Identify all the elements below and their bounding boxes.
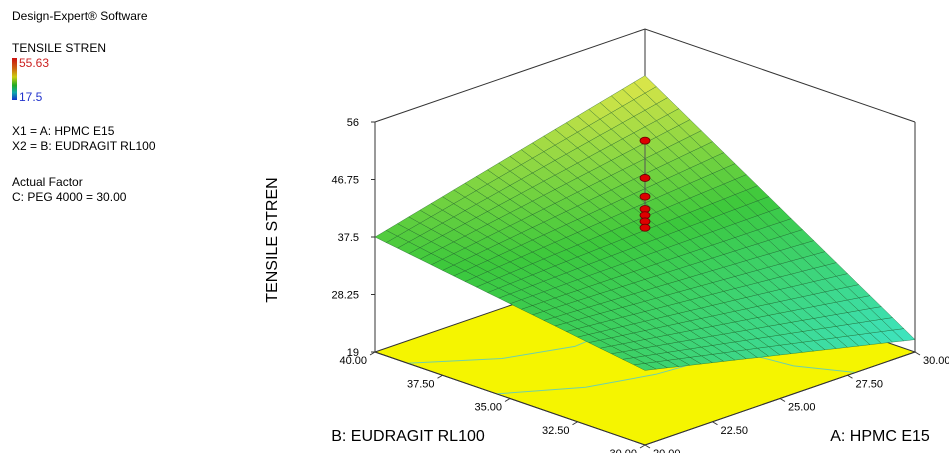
b-tick-mark	[504, 398, 511, 402]
b-tick-label: 40.00	[339, 355, 367, 367]
a-tick-mark	[644, 444, 651, 449]
b-tick-label: 30.00	[609, 448, 637, 453]
a-tick-label: 20.00	[653, 448, 681, 453]
software-label: Design-Expert® Software	[12, 9, 148, 23]
b-tick-label: 32.50	[542, 425, 570, 437]
a-tick-mark	[712, 421, 718, 426]
a-tick-mark	[847, 374, 853, 379]
b-tick-label: 35.00	[474, 402, 502, 414]
z-axis-title: TENSILE STREN	[264, 177, 281, 302]
colorbar-min-label: 17.5	[19, 90, 43, 104]
a-tick-mark	[914, 351, 921, 356]
colorbar	[12, 58, 17, 100]
surface-cell	[633, 75, 657, 94]
design-point	[639, 192, 651, 201]
design-point	[639, 174, 651, 182]
b-tick-mark	[437, 374, 443, 379]
b-tick-mark	[572, 421, 578, 426]
z-tick-label: 19	[347, 347, 359, 359]
b-axis-title: B: EUDRAGIT RL100	[331, 428, 485, 445]
a-tick-label: 30.00	[923, 355, 949, 367]
response-name: TENSILE STREN	[12, 41, 107, 55]
z-tick-label: 46.75	[331, 175, 359, 187]
z-tick-label: 56	[347, 117, 359, 129]
b-tick-mark	[639, 444, 646, 449]
actual-factor-value: C: PEG 4000 = 30.00	[12, 190, 127, 204]
a-tick-mark	[779, 398, 786, 402]
factor-x2: X2 = B: EUDRAGIT RL100	[12, 139, 156, 153]
z-tick-label: 37.5	[338, 232, 359, 244]
box-edge	[374, 28, 916, 123]
colorbar-max-label: 55.63	[19, 56, 50, 70]
response-surface	[374, 75, 916, 371]
design-point	[639, 223, 651, 232]
z-tick-label: 28.25	[331, 290, 359, 302]
a-axis-title: A: HPMC E15	[830, 428, 930, 445]
b-tick-mark	[369, 351, 376, 356]
actual-factor-heading: Actual Factor	[12, 175, 83, 189]
a-tick-label: 27.50	[856, 378, 884, 390]
b-tick-label: 37.50	[407, 378, 435, 390]
a-tick-label: 22.50	[721, 425, 749, 437]
factor-x1: X1 = A: HPMC E15	[12, 124, 115, 138]
a-tick-label: 25.00	[788, 402, 816, 414]
design-point	[639, 136, 651, 145]
